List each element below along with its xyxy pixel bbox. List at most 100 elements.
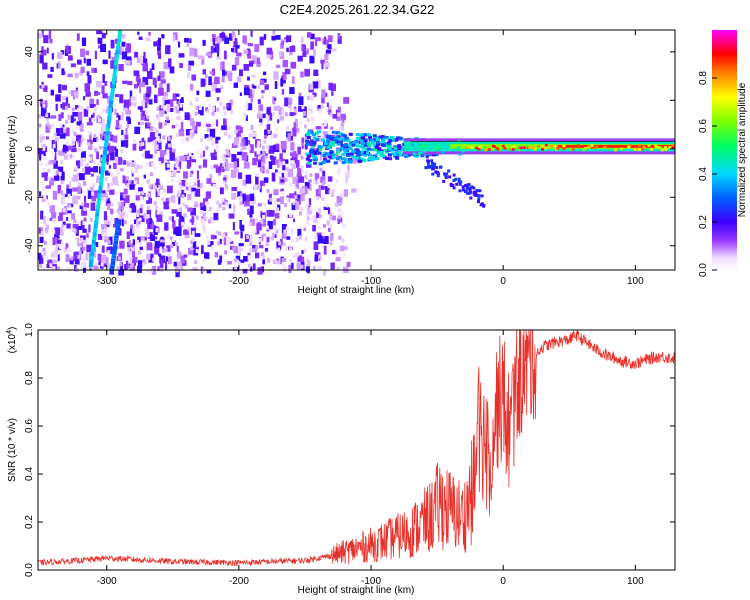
noise-cell <box>179 63 183 68</box>
noise-cell <box>255 229 260 235</box>
noise-cell <box>236 52 242 57</box>
noise-cell <box>144 237 147 241</box>
diagonal-trace-cell <box>110 88 115 93</box>
noise-cell <box>318 185 325 190</box>
noise-cell-faint <box>329 213 333 218</box>
noise-cell <box>65 254 70 262</box>
noise-cell <box>110 208 114 215</box>
carrier-spread-cell <box>376 141 381 145</box>
noise-cell <box>178 41 181 48</box>
noise-cell-faint <box>80 105 84 110</box>
diagonal-trace-cell <box>117 30 122 35</box>
noise-cell-faint <box>100 224 104 228</box>
noise-cell <box>259 104 264 112</box>
noise-cell-faint <box>179 185 183 190</box>
noise-cell <box>331 91 334 96</box>
noise-cell <box>157 75 161 81</box>
noise-cell-faint <box>309 173 313 177</box>
noise-cell <box>43 35 49 44</box>
tail-cell <box>469 191 473 194</box>
carrier-speckle <box>571 148 575 151</box>
noise-cell <box>180 189 186 197</box>
noise-cell <box>104 216 108 225</box>
noise-cell <box>110 134 114 141</box>
noise-cell-faint <box>83 239 87 244</box>
noise-cell-faint <box>314 180 318 185</box>
noise-cell-faint <box>222 106 226 110</box>
noise-cell-faint <box>155 228 159 232</box>
noise-cell <box>321 89 326 98</box>
noise-cell <box>41 46 44 52</box>
carrier-speckle <box>441 151 445 154</box>
noise-cell <box>332 249 338 255</box>
carrier-speckle <box>590 144 594 147</box>
noise-cell-faint <box>222 233 226 238</box>
noise-cell <box>120 140 127 147</box>
noise-cell <box>146 200 149 205</box>
noise-cell-faint <box>206 137 210 142</box>
noise-cell-faint <box>338 208 341 213</box>
noise-cell-faint <box>225 151 229 155</box>
noise-cell-faint <box>299 120 303 125</box>
noise-cell <box>53 139 57 145</box>
noise-cell-faint <box>337 215 341 220</box>
noise-cell <box>299 187 305 194</box>
carrier-speckle <box>603 146 607 149</box>
carrier-spread-cell <box>388 157 393 161</box>
noise-cell-faint <box>73 228 77 233</box>
noise-cell-faint <box>82 221 86 225</box>
noise-cell-faint <box>105 195 109 200</box>
noise-cell <box>167 99 174 108</box>
noise-cell <box>231 193 237 200</box>
carrier-spread-cell <box>397 147 402 151</box>
noise-cell-faint <box>42 146 46 151</box>
noise-cell-faint <box>96 161 100 166</box>
carrier-spread-cell <box>395 156 399 160</box>
noise-cell-faint <box>171 238 175 242</box>
tail-cell <box>470 185 474 189</box>
noise-cell <box>205 52 211 57</box>
noise-cell-faint <box>224 184 228 189</box>
noise-cell-faint <box>53 171 57 176</box>
carrier-spread-cell <box>331 130 336 134</box>
noise-cell-faint <box>306 118 310 123</box>
noise-cell <box>146 71 153 79</box>
diagonal-trace-cell <box>90 247 95 252</box>
carrier-speckle <box>484 145 487 148</box>
noise-cell-faint <box>152 203 156 208</box>
carrier-spread-cell <box>306 136 311 139</box>
noise-cell-faint <box>249 241 253 246</box>
noise-cell-faint <box>146 214 150 219</box>
tail-cell <box>458 182 462 186</box>
noise-cell-faint <box>329 241 333 246</box>
noise-cell-faint <box>133 139 136 144</box>
noise-cell <box>190 83 194 91</box>
diagonal-trace-cell <box>104 135 109 140</box>
noise-cell <box>90 202 96 211</box>
carrier-speckle <box>562 147 566 150</box>
noise-cell <box>45 136 49 140</box>
carrier-spread-cell <box>334 136 339 140</box>
noise-cell <box>226 103 230 108</box>
carrier-spread-cell <box>345 159 350 163</box>
noise-cell-faint <box>63 127 67 132</box>
noise-cell-faint <box>70 142 74 147</box>
noise-cell-faint <box>299 235 302 240</box>
noise-cell <box>292 151 297 158</box>
noise-cell <box>279 116 285 121</box>
noise-cell <box>219 62 222 71</box>
noise-cell <box>123 99 130 108</box>
carrier-speckle <box>374 148 378 152</box>
noise-cell <box>103 211 107 221</box>
carrier-speckle <box>461 150 465 153</box>
noise-cell-faint <box>193 182 197 187</box>
noise-cell <box>91 114 94 118</box>
noise-cell <box>259 167 264 172</box>
noise-cell <box>238 259 245 263</box>
snr-series-line <box>37 329 676 568</box>
diagonal-trace-cell <box>111 80 116 85</box>
noise-cell <box>157 46 161 55</box>
noise-cell-faint <box>77 254 81 259</box>
noise-cell-faint <box>223 111 227 116</box>
tail-cell <box>424 166 428 170</box>
